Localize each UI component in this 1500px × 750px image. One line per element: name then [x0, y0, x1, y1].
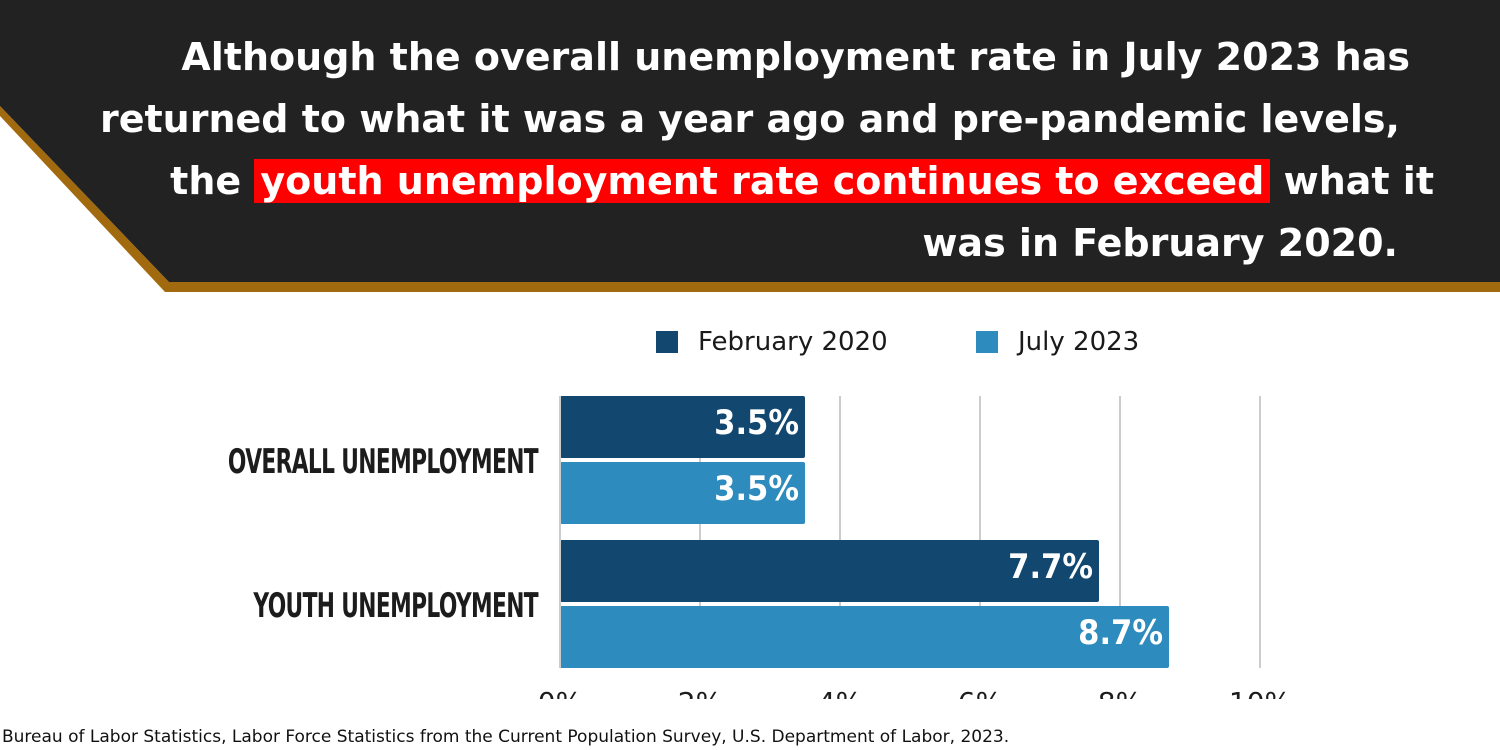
bar-youth-unemployment-july-2023: [560, 606, 1169, 668]
headline-line-3-start: the: [170, 159, 255, 203]
headline-line-3-end: what it: [1270, 159, 1434, 203]
legend-swatch-february-2020: [656, 331, 678, 353]
legend-label-july-2023: July 2023: [1018, 327, 1140, 357]
tick-label-clip-mask: [500, 699, 1350, 723]
legend-item-july-2023: July 2023: [976, 322, 1139, 362]
bar-youth-unemployment-february-2020: [560, 540, 1099, 602]
category-label-overall-unemployment: OVERALL UNEMPLOYMENT: [228, 442, 539, 481]
source-citation: Bureau of Labor Statistics, Labor Force …: [2, 727, 1010, 747]
legend-label-february-2020: February 2020: [698, 327, 888, 357]
data-label-youth-unemployment-february-2020: 7.7%: [1008, 547, 1093, 587]
headline-line-1: Although the overall unemployment rate i…: [181, 35, 1410, 79]
data-label-overall-unemployment-july-2023: 3.5%: [714, 469, 799, 509]
headline-line-4: was in February 2020.: [922, 221, 1398, 265]
banner-accent-border: [0, 106, 1500, 292]
legend-swatch-july-2023: [976, 331, 998, 353]
data-label-overall-unemployment-february-2020: 3.5%: [714, 403, 799, 443]
headline-line-2: returned to what it was a year ago and p…: [100, 97, 1400, 141]
bar-overall-unemployment-july-2023: [560, 462, 805, 524]
category-label-youth-unemployment: YOUTH UNEMPLOYMENT: [253, 586, 539, 625]
headline-highlight: youth unemployment rate continues to exc…: [254, 159, 1271, 203]
chart-legend: February 2020 July 2023: [0, 322, 1500, 362]
headline-banner: [0, 0, 1500, 292]
data-label-youth-unemployment-july-2023: 8.7%: [1078, 613, 1163, 653]
legend-item-february-2020: February 2020: [656, 322, 888, 362]
headline: Although the overall unemployment rate i…: [100, 26, 1450, 274]
headline-line-3: the youth unemployment rate continues to…: [100, 150, 1450, 212]
banner-background: [0, 0, 1500, 282]
bar-overall-unemployment-february-2020: [560, 396, 805, 458]
